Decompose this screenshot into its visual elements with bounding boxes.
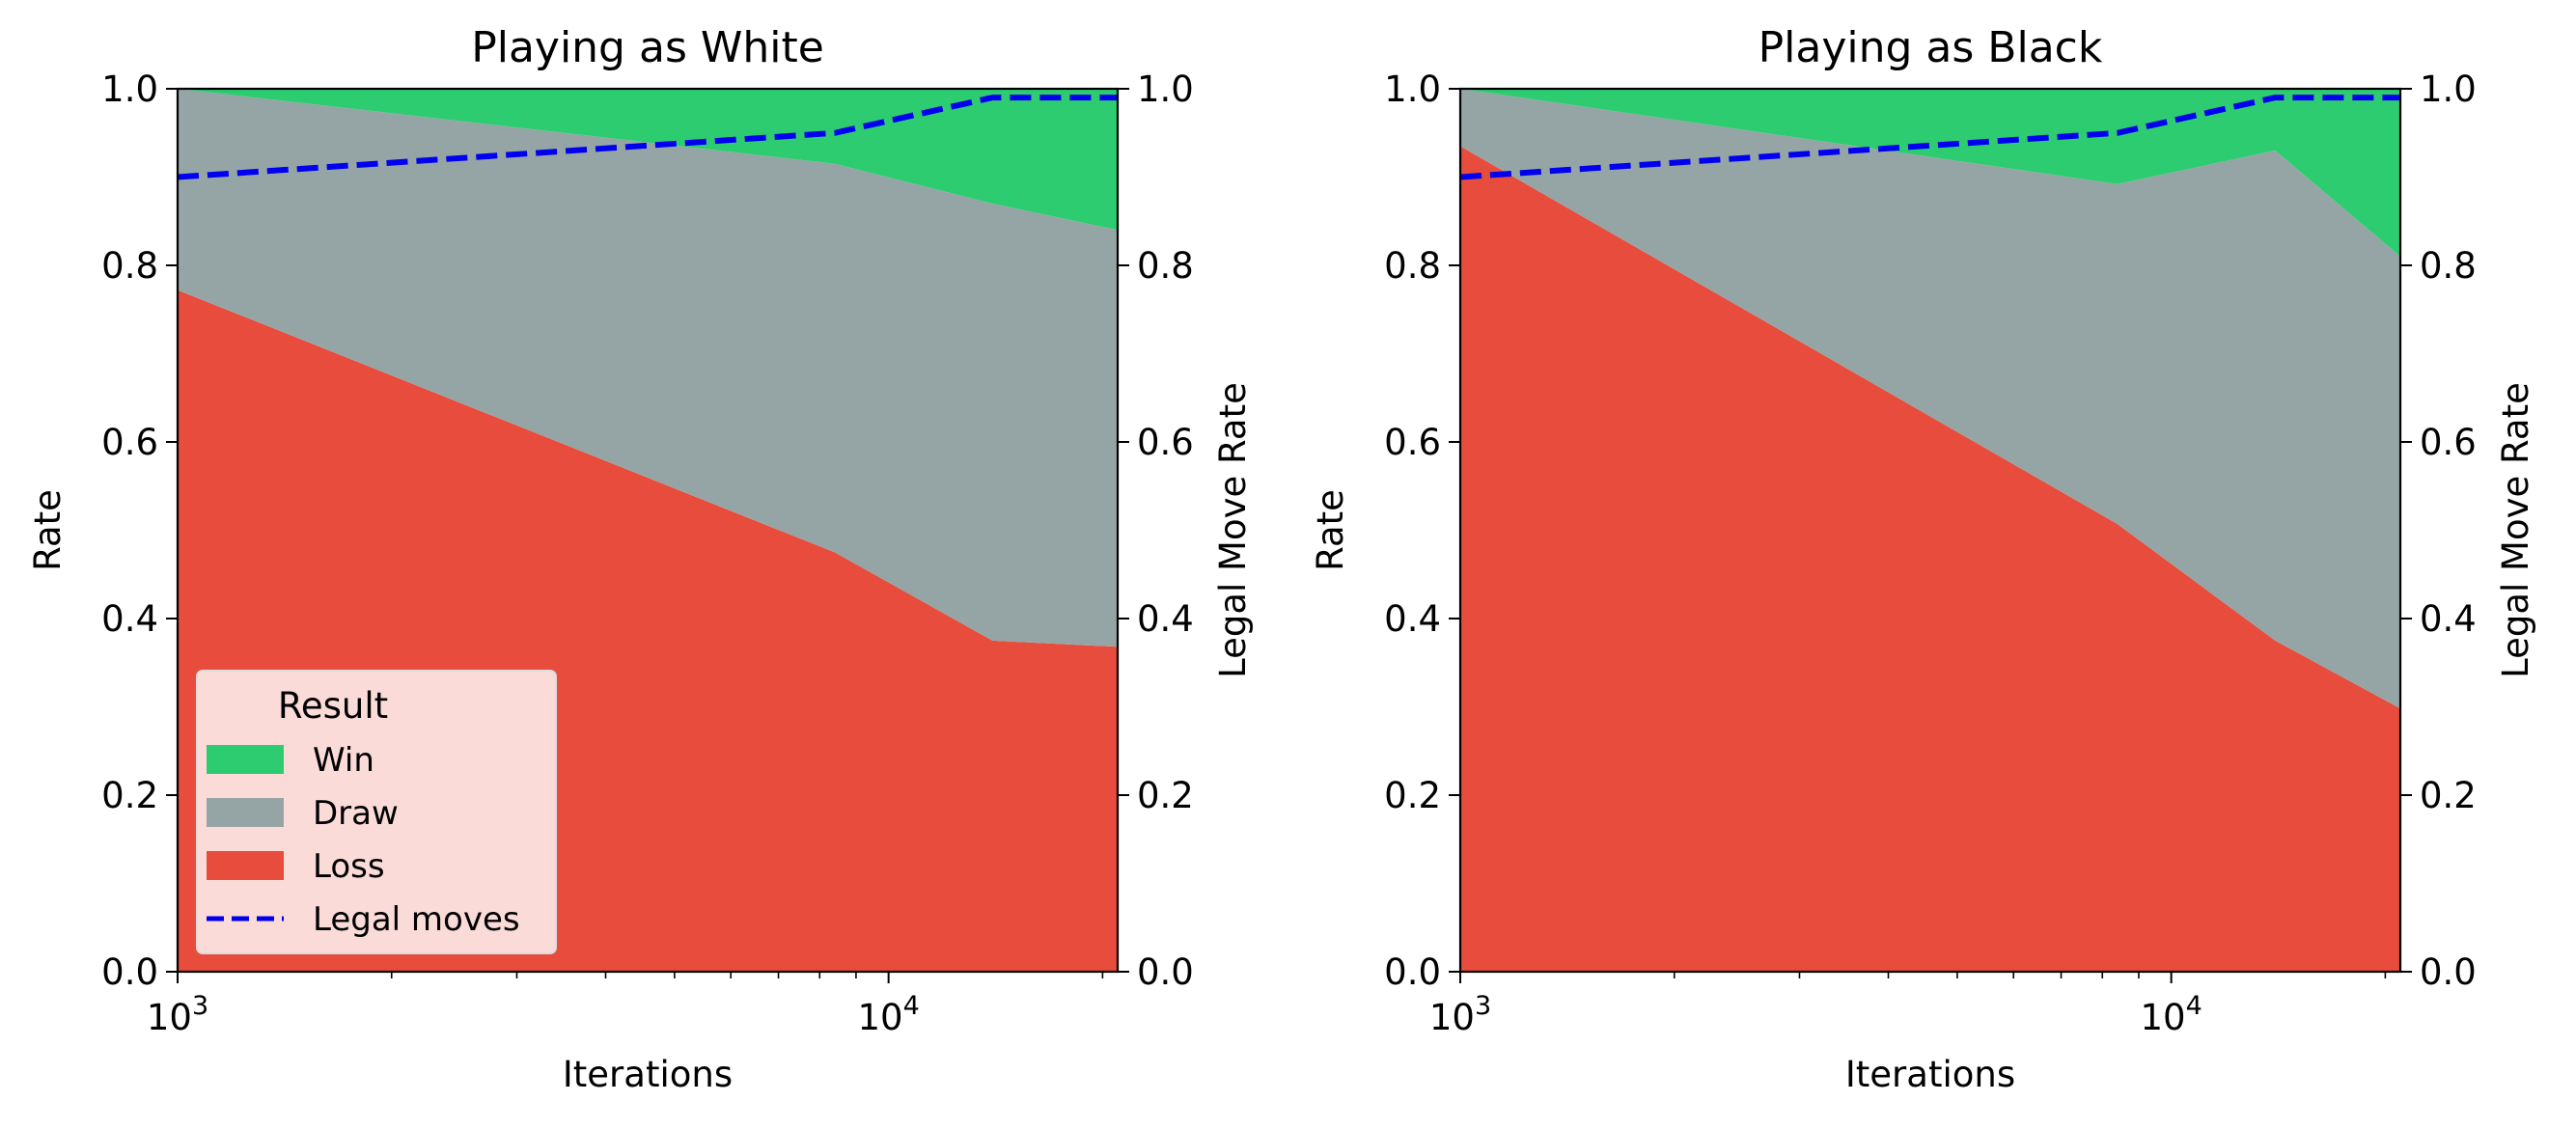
legend-title: Result	[278, 685, 388, 727]
area-win	[1460, 89, 2400, 257]
plot-frame	[176, 87, 1120, 974]
y-tick-label: 0.0	[101, 951, 158, 993]
legend-label: Draw	[313, 794, 399, 833]
legend-label: Win	[313, 741, 374, 780]
y2-tick-label: 1.0	[1137, 69, 1194, 110]
area-draw	[1460, 89, 2400, 709]
legend-swatch-win	[207, 745, 284, 774]
legend-label: Legal moves	[313, 900, 520, 939]
y-axis-label: Rate	[27, 489, 69, 571]
x-tick-label: 104	[857, 991, 919, 1038]
chart-title: Playing as Black	[1759, 23, 2103, 72]
chart-title: Playing as White	[471, 23, 824, 72]
y-tick-label: 0.6	[1384, 422, 1441, 463]
y-tick-label: 0.6	[101, 422, 158, 463]
area-loss	[1460, 146, 2400, 972]
legend-label: Loss	[313, 847, 385, 886]
y-tick-label: 0.4	[1384, 598, 1441, 640]
y2-tick-label: 0.8	[2420, 245, 2477, 287]
y2-tick-label: 0.4	[1137, 598, 1194, 640]
y2-tick-label: 0.4	[2420, 598, 2477, 640]
y2-axis-label: Legal Move Rate	[1212, 382, 1254, 678]
x-tick-label: 103	[147, 991, 208, 1038]
y2-tick-label: 0.2	[2420, 775, 2477, 816]
plot-frame	[1458, 87, 2402, 974]
y-tick-label: 0.4	[101, 598, 158, 640]
y-tick-label: 1.0	[101, 69, 158, 110]
y2-tick-label: 0.6	[1137, 422, 1194, 463]
y2-axis-label: Legal Move Rate	[2495, 382, 2536, 678]
legend-box	[196, 670, 557, 954]
y-tick-label: 1.0	[1384, 69, 1441, 110]
x-tick-label: 103	[1429, 991, 1491, 1038]
area-draw	[178, 89, 1118, 647]
legend-swatch-loss	[207, 851, 284, 880]
y-tick-label: 0.2	[101, 775, 158, 816]
y2-tick-label: 1.0	[2420, 69, 2477, 110]
x-axis-label: Iterations	[563, 1054, 733, 1095]
x-axis-label: Iterations	[1845, 1054, 2015, 1095]
y-tick-label: 0.2	[1384, 775, 1441, 816]
y-tick-label: 0.0	[1384, 951, 1441, 993]
chart-panel-2: 0.0 0.0 0.2 0.2 0.4 0.4 0.6 0.6 0.8 0.8 1.0 1.0 103 1…	[1310, 23, 2536, 1095]
y2-tick-label: 0.6	[2420, 422, 2477, 463]
legend: Result Win Draw Loss Legal moves	[196, 670, 557, 954]
y-axis-label: Rate	[1310, 489, 1351, 571]
legend-swatch-draw	[207, 798, 284, 827]
y2-tick-label: 0.8	[1137, 245, 1194, 287]
legal-moves-line	[177, 95, 1118, 180]
y2-tick-label: 0.0	[1137, 951, 1194, 993]
chart-panel-1: 0.0 0.0 0.2 0.2 0.4 0.4 0.6 0.6 0.8 0.8 1.0 1.0 103 1…	[27, 23, 1254, 1095]
y-tick-label: 0.8	[101, 245, 158, 287]
y2-tick-label: 0.2	[1137, 775, 1194, 816]
legal-moves-line	[1459, 95, 2400, 180]
y-tick-label: 0.8	[1384, 245, 1441, 287]
y2-tick-label: 0.0	[2420, 951, 2477, 993]
x-tick-label: 104	[2140, 991, 2202, 1038]
